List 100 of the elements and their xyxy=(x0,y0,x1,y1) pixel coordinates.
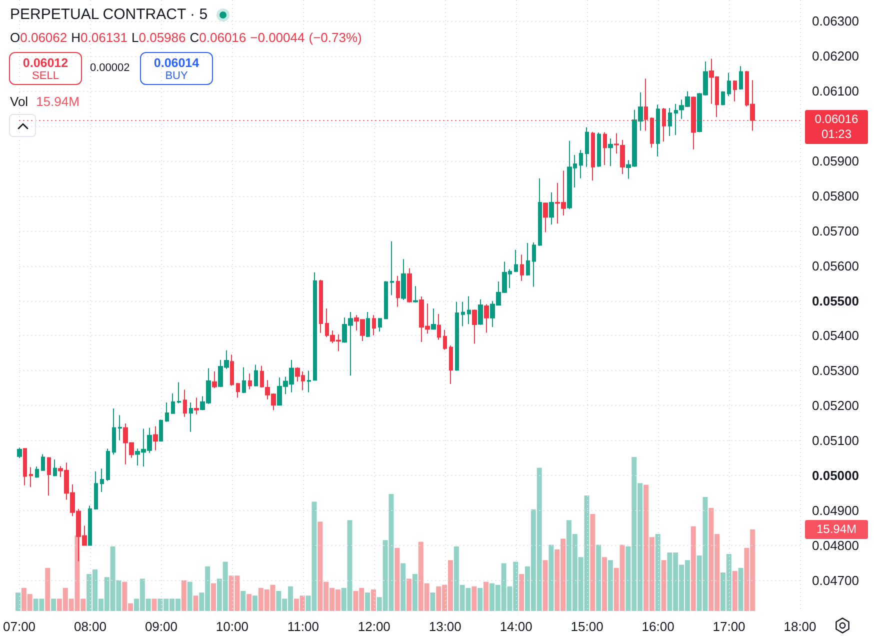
bar xyxy=(400,563,406,611)
candlestick xyxy=(396,275,400,308)
candlestick xyxy=(390,240,394,296)
candlestick xyxy=(597,132,601,168)
annotation: Vol xyxy=(10,94,28,109)
candlestick xyxy=(608,138,613,167)
bar xyxy=(590,514,596,611)
y-tick-label: 0.06200 xyxy=(812,48,859,64)
bar xyxy=(412,574,418,611)
candlestick xyxy=(100,468,104,493)
y-tick-label: 0.05200 xyxy=(812,398,859,414)
candlestick xyxy=(526,242,530,276)
candlestick xyxy=(668,108,672,137)
candlestick xyxy=(727,72,731,97)
x-tick-label: 13:00 xyxy=(428,619,462,634)
candlestick xyxy=(514,249,518,273)
candlestick xyxy=(431,308,436,330)
chart-title: PERPETUAL CONTRACT · 5 xyxy=(10,6,208,23)
x-tick-label: 11:00 xyxy=(287,619,319,634)
candlestick xyxy=(549,192,554,226)
y-tick-label: 0.04900 xyxy=(812,503,859,518)
candlestick xyxy=(165,402,169,422)
candlestick xyxy=(112,408,116,456)
candlestick xyxy=(41,454,45,472)
candlestick xyxy=(413,286,418,304)
candlestick xyxy=(17,447,22,459)
x-tick-label: 18:00 xyxy=(784,619,816,634)
candlestick xyxy=(153,426,158,451)
text: O0.06062 H0.06131 L0.05986 C0.06016 −0.00044 (−0.73%) xyxy=(10,30,362,45)
candlestick xyxy=(118,414,122,441)
candlestick xyxy=(472,308,477,344)
bar xyxy=(152,598,157,611)
candlestick xyxy=(579,150,583,179)
candlestick xyxy=(177,382,181,404)
bar xyxy=(394,548,400,611)
text: 01:23 xyxy=(821,127,852,142)
candlestick xyxy=(212,370,217,389)
bar xyxy=(596,544,602,611)
annotation: 0.06012 xyxy=(22,56,68,70)
candlestick xyxy=(23,448,27,486)
candlestick xyxy=(313,272,317,381)
candlestick xyxy=(53,459,57,477)
candlestick xyxy=(171,392,175,414)
candlestick xyxy=(47,456,51,496)
bar xyxy=(187,582,192,611)
candlestick xyxy=(384,280,388,320)
candlestick xyxy=(230,354,234,386)
bar xyxy=(406,578,412,611)
candlestick xyxy=(236,382,240,398)
candlestick xyxy=(366,311,370,338)
candlestick xyxy=(543,202,548,233)
candlestick xyxy=(372,314,376,336)
candlestick xyxy=(248,372,252,390)
y-tick-label: 0.05300 xyxy=(812,363,859,378)
y-tick-label: 0.06300 xyxy=(812,13,859,28)
y-tick-label: 0.04800 xyxy=(812,538,859,554)
candlestick xyxy=(532,242,536,288)
candlestick xyxy=(194,397,199,415)
y-tick-label: 0.05400 xyxy=(812,328,859,344)
candlestick xyxy=(254,364,258,387)
sell-button: 0.06012 SELL xyxy=(9,52,82,85)
bar xyxy=(16,592,20,611)
candlestick xyxy=(242,366,246,394)
x-tick-label: 15:00 xyxy=(570,619,604,634)
bar xyxy=(430,592,436,611)
bar xyxy=(542,560,548,611)
bar xyxy=(608,560,613,611)
candlestick xyxy=(520,254,524,282)
bar xyxy=(211,583,216,611)
bar xyxy=(732,570,738,611)
bar xyxy=(484,582,489,611)
bar xyxy=(655,534,660,611)
x-tick-label: 14:00 xyxy=(500,619,532,634)
candlestick xyxy=(656,104,660,157)
candlestick xyxy=(35,466,39,478)
bar xyxy=(45,568,50,611)
bar xyxy=(661,560,666,611)
annotation: 0.06014 xyxy=(154,56,200,70)
y-tick-label: 0.05800 xyxy=(812,188,859,204)
x-tick-label: 07:00 xyxy=(2,619,36,634)
candlestick xyxy=(159,419,163,442)
candlestick xyxy=(449,345,453,384)
candlestick xyxy=(401,258,406,301)
x-tick-label: 10:00 xyxy=(216,619,248,634)
y-tick-label: 0.05700 xyxy=(812,223,859,238)
candlestick xyxy=(467,296,471,325)
candlestick xyxy=(378,318,382,332)
x-tick-label: 08:00 xyxy=(74,619,107,634)
bar xyxy=(181,580,186,611)
annotation: 15.94M xyxy=(36,94,80,109)
bar xyxy=(246,594,252,611)
candlestick xyxy=(585,126,589,168)
candlestick xyxy=(319,279,323,334)
y-tick-label: 0.05900 xyxy=(812,153,859,168)
bar xyxy=(193,596,198,611)
text: 15.94M xyxy=(816,522,857,536)
candlestick xyxy=(106,448,110,482)
bar xyxy=(519,574,524,611)
bar xyxy=(240,590,246,611)
candlestick xyxy=(478,298,483,326)
